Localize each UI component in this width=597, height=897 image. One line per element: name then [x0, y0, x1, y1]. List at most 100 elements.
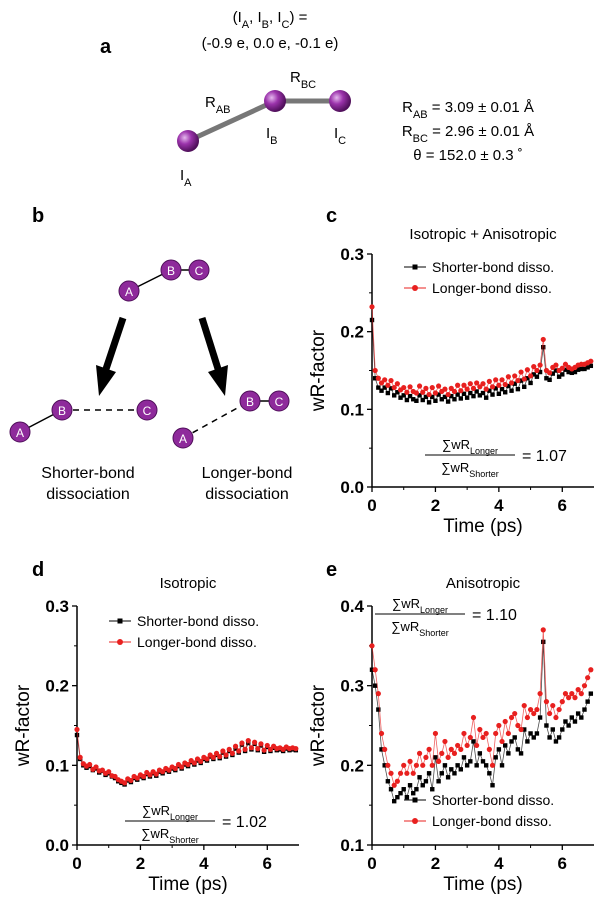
data-point-shorter — [503, 390, 508, 395]
data-point-longer — [375, 375, 381, 381]
data-point-longer — [464, 742, 470, 749]
data-point-longer — [394, 381, 400, 387]
data-point-shorter — [411, 397, 416, 402]
data-point-shorter — [423, 394, 429, 400]
chart-panel-e: e Anisotropic 0.1 0.2 0.3 0.4 0 2 4 6 Time (ps) wR-… — [308, 559, 594, 895]
data-point-shorter — [496, 747, 502, 752]
data-point-shorter — [483, 763, 489, 768]
y-tick-label: 0.1 — [45, 756, 69, 775]
data-point-longer — [153, 771, 159, 777]
data-point-longer — [512, 710, 518, 717]
data-point-longer — [239, 740, 245, 746]
x-tick-label: 2 — [136, 854, 145, 873]
data-point-longer — [391, 782, 397, 788]
data-point-longer — [480, 381, 486, 387]
data-point-longer — [518, 726, 524, 733]
data-point-shorter — [509, 388, 514, 393]
data-point-longer — [413, 390, 419, 396]
data-point-longer — [502, 381, 508, 388]
data-point-longer — [420, 762, 426, 768]
atom-ia-sphere — [177, 130, 199, 152]
data-point-shorter — [464, 395, 470, 400]
data-point-shorter — [509, 739, 514, 744]
series-line-shorter — [371, 641, 592, 803]
data-point-longer — [166, 767, 172, 773]
data-point-longer — [442, 738, 448, 745]
data-point-longer — [489, 384, 496, 390]
data-point-longer — [521, 702, 527, 709]
y-tick-label: 0.4 — [340, 597, 364, 616]
legend-label-longer: Longer-bond disso. — [432, 280, 552, 296]
data-point-longer — [172, 765, 178, 772]
data-point-shorter — [572, 369, 578, 375]
short-atom-b-label: B — [58, 404, 66, 418]
data-point-longer — [432, 390, 439, 396]
data-point-shorter — [420, 397, 425, 403]
y-tick-label: 0.3 — [340, 245, 364, 264]
data-point-shorter — [464, 763, 470, 768]
data-point-shorter — [477, 393, 483, 398]
data-point-shorter — [379, 747, 384, 752]
data-point-shorter — [560, 372, 565, 377]
data-point-shorter — [525, 739, 530, 744]
legend-label-shorter: Shorter-bond disso. — [137, 613, 259, 629]
x-tick-label: 6 — [558, 496, 567, 515]
data-point-shorter — [480, 390, 486, 396]
data-point-longer — [508, 380, 515, 386]
data-point-longer — [378, 380, 385, 386]
top-atom-a-label: A — [125, 285, 133, 299]
data-point-shorter — [382, 763, 387, 768]
data-point-longer — [499, 377, 505, 383]
data-point-longer — [581, 683, 588, 689]
ratio-denominator: ∑wRShorter — [391, 619, 449, 638]
data-point-shorter — [461, 755, 467, 760]
chart-panel-c: c Isotropic + Anisotropic 0.0 0.1 0.2 0.3 0 2 4 6… — [308, 205, 594, 537]
data-point-longer — [553, 714, 559, 721]
data-point-longer — [404, 770, 410, 776]
panel-b: b A B C A B C A B C Shorter-bond dissoci… — [9, 205, 292, 503]
data-point-shorter — [556, 374, 562, 379]
longer-caption-line-2: dissociation — [205, 486, 289, 503]
data-point-shorter — [74, 732, 80, 738]
data-point-shorter — [404, 795, 410, 800]
y-tick-label: 0.2 — [340, 756, 364, 775]
shorter-caption-line-1: Shorter-bond — [41, 465, 134, 482]
data-point-shorter — [372, 683, 378, 688]
data-point-shorter — [572, 719, 578, 724]
legend-marker-shorter — [412, 264, 418, 270]
data-point-shorter — [582, 707, 587, 712]
x-tick-label: 2 — [431, 854, 440, 873]
data-point-longer — [99, 767, 105, 773]
data-point-shorter — [433, 755, 438, 760]
data-point-longer — [445, 391, 451, 398]
data-point-shorter — [474, 389, 479, 394]
data-point-shorter — [455, 392, 460, 397]
data-point-shorter — [512, 381, 517, 386]
data-point-shorter — [401, 787, 406, 792]
data-point-longer — [531, 710, 537, 717]
y-tick-label: 0.2 — [45, 677, 69, 696]
panel-b-label: b — [32, 205, 44, 227]
short-atom-a-label: A — [16, 426, 24, 440]
data-point-shorter — [392, 798, 397, 804]
data-point-longer — [524, 714, 531, 721]
data-point-longer — [477, 384, 483, 390]
data-point-shorter — [480, 759, 486, 764]
data-point-longer — [496, 382, 502, 388]
r-ab-label: RAB — [205, 94, 231, 116]
charges-line-1: (IA, IB, IC) = — [233, 9, 308, 31]
chart-c-title: Isotropic + Anisotropic — [409, 226, 557, 243]
data-point-shorter — [541, 639, 546, 645]
data-point-longer — [464, 386, 470, 392]
data-point-longer — [106, 769, 112, 775]
data-point-shorter — [461, 391, 467, 396]
data-point-shorter — [417, 393, 422, 398]
panel-c-label: c — [326, 205, 337, 227]
data-point-longer — [556, 706, 562, 713]
data-point-shorter — [522, 384, 527, 390]
data-point-longer — [236, 748, 242, 754]
data-point-longer — [229, 750, 235, 756]
data-point-shorter — [506, 383, 511, 389]
x-axis-label: Time (ps) — [443, 516, 523, 537]
